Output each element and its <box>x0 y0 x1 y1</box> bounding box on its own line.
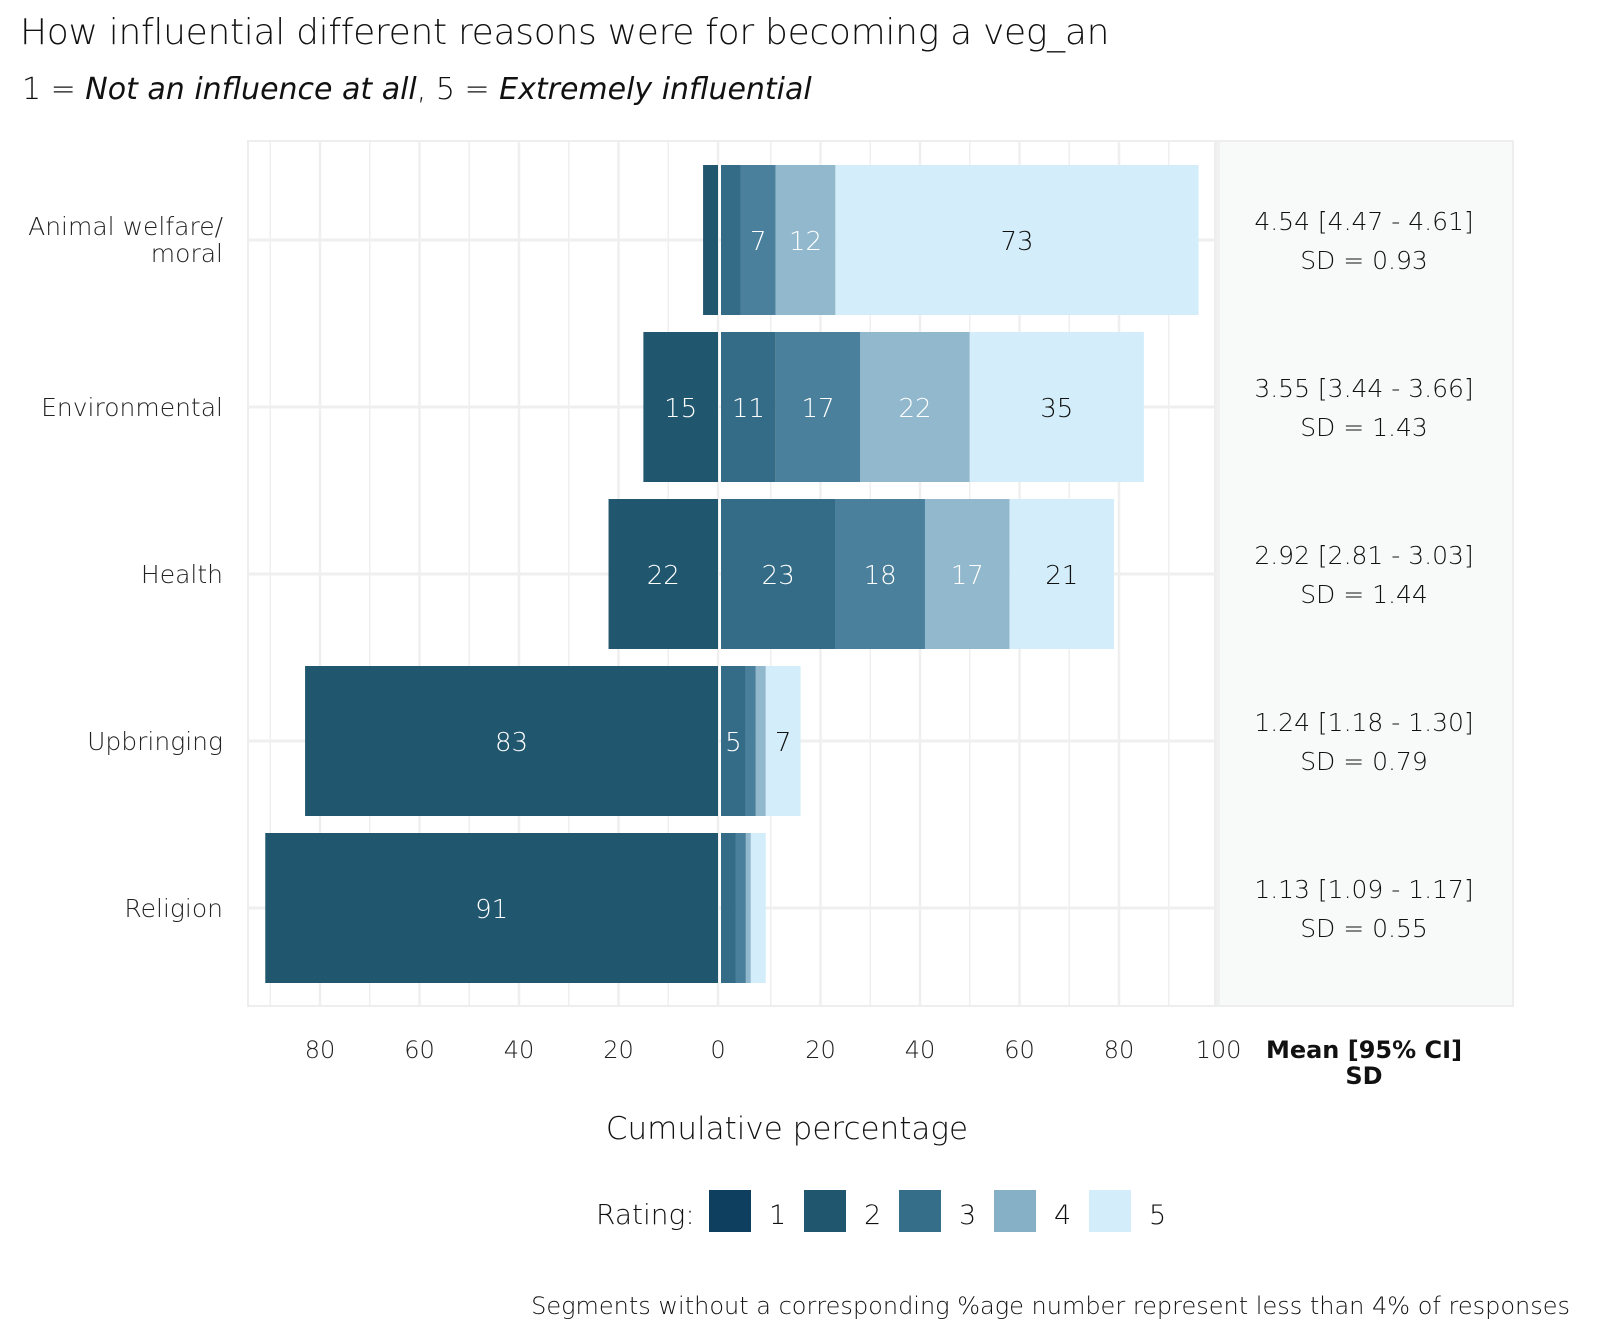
subtitle-prefix: 1 = <box>22 72 86 107</box>
bar-segment-rating-5 <box>1009 499 1115 649</box>
legend-swatch-rating-5 <box>1089 1190 1131 1232</box>
data-label: 35 <box>1040 394 1073 424</box>
data-label: 91 <box>475 895 508 925</box>
stats-sd: SD = 1.43 <box>1300 413 1428 442</box>
legend-swatch-rating-2 <box>804 1190 846 1232</box>
x-axis-title: Cumulative percentage <box>606 1111 968 1147</box>
bar-segment-rating-2 <box>721 499 836 649</box>
y-tick-label: Health <box>141 560 223 589</box>
data-label: 17 <box>951 561 984 591</box>
bar-segment-rating-2 <box>721 165 741 315</box>
x-tick-label: 100 <box>1196 1036 1242 1064</box>
data-label: 15 <box>664 394 697 424</box>
bar-segment-rating-3 <box>745 666 756 816</box>
bar-segment-rating-1 <box>643 332 718 482</box>
stats-sd: SD = 0.79 <box>1300 747 1428 776</box>
subtitle-mid: , 5 = <box>416 72 500 107</box>
subtitle-high-label: Extremely influential <box>499 72 812 107</box>
stats-panel: Mean [95% CI]SD 4.54 [4.47 - 4.61] SD = 0.… <box>1254 207 1473 1090</box>
bar-segment-rating-1 <box>703 165 718 315</box>
data-label: 17 <box>801 394 834 424</box>
data-label: 7 <box>775 728 792 758</box>
bar-segment-rating-4 <box>745 833 751 983</box>
legend: Rating: 1 2 3 4 5 <box>596 1190 1166 1232</box>
stats-sd: SD = 1.44 <box>1300 580 1428 609</box>
legend-label: 1 <box>769 1200 786 1231</box>
bar-segment-rating-2 <box>721 833 736 983</box>
bar-segment-rating-4 <box>775 165 836 315</box>
data-label: 23 <box>762 561 795 591</box>
bars <box>265 165 1199 983</box>
chart-title: How influential different reasons were f… <box>20 12 1110 53</box>
x-tick-label: 60 <box>404 1036 435 1064</box>
bar-segment-rating-5 <box>765 666 801 816</box>
y-tick-label: moral <box>151 239 223 268</box>
stats-mean-ci: 4.54 [4.47 - 4.61] <box>1254 207 1473 236</box>
stats-sd: SD = 0.93 <box>1300 246 1428 275</box>
bar-segment-rating-2 <box>721 666 746 816</box>
bar-segment-rating-5 <box>969 332 1144 482</box>
stats-panel-background <box>1215 140 1514 1007</box>
stats-header-sd: SD <box>1345 1062 1382 1090</box>
stats-mean-ci: 1.13 [1.09 - 1.17] <box>1254 875 1473 904</box>
subtitle-low-label: Not an influence at all <box>85 72 417 107</box>
y-tick-label: Animal welfare/ <box>28 212 223 241</box>
y-tick-label: Religion <box>124 894 223 923</box>
x-tick-label: 80 <box>305 1036 336 1064</box>
data-label: 12 <box>789 227 822 257</box>
bar-segment-rating-4 <box>924 499 1010 649</box>
bar-segment-rating-4 <box>860 332 970 482</box>
data-label: 21 <box>1045 561 1078 591</box>
stats-header-mean-ci: Mean [95% CI] <box>1266 1036 1462 1064</box>
stats-mean-ci: 3.55 [3.44 - 3.66] <box>1254 374 1473 403</box>
legend-label: 3 <box>959 1200 976 1231</box>
legend-swatch-rating-4 <box>994 1190 1036 1232</box>
chart-caption: Segments without a corresponding %age nu… <box>531 1292 1570 1320</box>
stats-mean-ci: 2.92 [2.81 - 3.03] <box>1254 541 1473 570</box>
data-labels: 7 12 73 15 11 17 22 35 22 23 18 17 21 83 5 7 91 <box>475 227 1078 925</box>
bar-segment-rating-1 <box>265 833 718 983</box>
bar-segment-rating-3 <box>835 499 925 649</box>
x-tick-label: 20 <box>805 1036 836 1064</box>
chart-subtitle: 1 = Not an influence at all, 5 = Extreme… <box>22 72 812 107</box>
x-tick-label: 40 <box>905 1036 936 1064</box>
x-tick-label: 40 <box>504 1036 535 1064</box>
bar-segment-rating-3 <box>775 332 861 482</box>
stats-mean-ci: 1.24 [1.18 - 1.30] <box>1254 708 1473 737</box>
bar-segment-rating-2 <box>721 332 776 482</box>
bar-segment-rating-1 <box>608 499 718 649</box>
data-label: 5 <box>725 728 742 758</box>
legend-swatch-rating-3 <box>899 1190 941 1232</box>
data-label: 83 <box>495 728 528 758</box>
data-label: 22 <box>647 561 680 591</box>
legend-title: Rating: <box>596 1198 695 1231</box>
y-tick-label: Environmental <box>41 393 223 422</box>
y-axis: Animal welfare/moral Environmental Health U… <box>28 212 223 923</box>
y-tick-label: Upbringing <box>87 727 223 756</box>
data-label: 7 <box>750 227 767 257</box>
x-tick-label: 0 <box>710 1036 725 1064</box>
x-tick-label: 60 <box>1004 1036 1035 1064</box>
data-label: 18 <box>864 561 897 591</box>
legend-label: 5 <box>1149 1200 1166 1231</box>
x-tick-label: 80 <box>1104 1036 1135 1064</box>
bar-segment-rating-4 <box>755 666 766 816</box>
data-label: 73 <box>1000 227 1033 257</box>
bar-segment-rating-3 <box>735 833 746 983</box>
x-axis: 80 60 40 20 0 20 40 60 80 100 Cumulative percentag… <box>305 1036 1242 1147</box>
bar-segment-rating-5 <box>835 165 1199 315</box>
x-tick-label: 20 <box>603 1036 634 1064</box>
data-label: 22 <box>898 394 931 424</box>
bar-segment-rating-1 <box>305 666 718 816</box>
legend-swatch-rating-1 <box>709 1190 751 1232</box>
stats-sd: SD = 0.55 <box>1300 914 1428 943</box>
bar-segment-rating-3 <box>740 165 776 315</box>
bar-segment-rating-5 <box>750 833 766 983</box>
legend-label: 4 <box>1054 1200 1071 1231</box>
legend-label: 2 <box>864 1200 881 1231</box>
data-label: 11 <box>732 394 765 424</box>
